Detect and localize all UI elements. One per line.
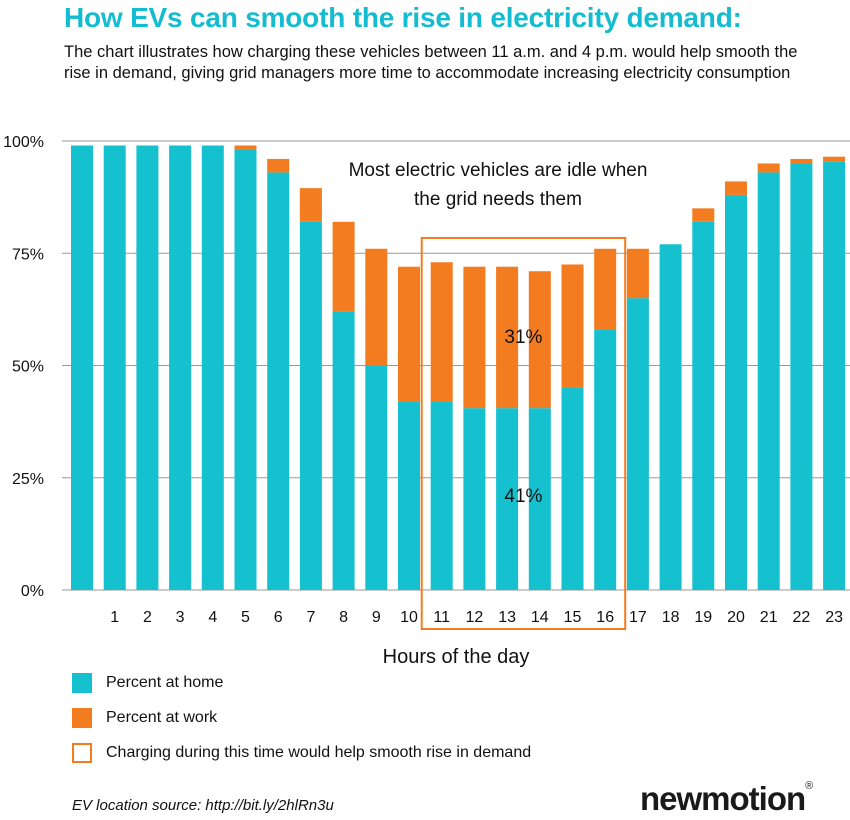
gridlines <box>62 140 850 591</box>
bar-home-hour-16 <box>594 329 617 590</box>
bar-work-hour-7 <box>299 188 322 222</box>
x-tick-label-12: 12 <box>466 609 484 626</box>
x-tick-label-22: 22 <box>793 609 811 626</box>
bar-work-hour-8 <box>332 221 355 312</box>
x-axis-ticks: 1 2 3 4 5 6 7 8 9 10 11 12 13 14 15 16 17 18 19 20 21 22 23 <box>110 609 843 626</box>
bar-work-hour-16 <box>594 248 617 330</box>
bar-home-hour-6 <box>267 172 290 590</box>
x-tick-label-13: 13 <box>498 609 516 626</box>
x-tick-label-17: 17 <box>629 609 647 626</box>
x-tick-label-11: 11 <box>433 609 450 626</box>
bar-home-hour-2 <box>136 145 159 591</box>
legend-item-highlight: Charging during this time would help smo… <box>72 743 531 763</box>
bar-home-hour-14 <box>528 408 551 590</box>
x-tick-label-18: 18 <box>662 609 680 626</box>
home-percent-label: 41% <box>504 486 542 507</box>
legend-item-home: Percent at home <box>72 673 223 693</box>
legend-swatch-home <box>72 673 92 693</box>
y-tick-label-75: 75% <box>12 246 44 263</box>
logo-mark: ® <box>805 780 814 792</box>
legend-swatch-work <box>72 708 92 728</box>
bar-home-hour-11 <box>430 401 453 590</box>
bar-work-hour-15 <box>561 264 584 388</box>
x-tick-label-15: 15 <box>564 609 582 626</box>
highlight-window-box <box>420 237 627 630</box>
work-percent-label: 31% <box>504 327 542 348</box>
bar-work-hour-11 <box>430 262 453 402</box>
bar-home-hour-1 <box>103 145 126 591</box>
x-tick-label-21: 21 <box>760 609 778 626</box>
bar-work-hour-5 <box>234 145 257 150</box>
bar-work-hour-23 <box>823 156 846 162</box>
bar-work-hour-9 <box>365 248 388 366</box>
legend-item-work: Percent at work <box>72 708 217 728</box>
x-tick-label-4: 4 <box>208 609 217 626</box>
source-note: EV location source: http://bit.ly/2hlRn3… <box>72 797 334 814</box>
bar-work-hour-20 <box>725 181 747 195</box>
x-tick-label-5: 5 <box>241 609 250 626</box>
x-tick-label-9: 9 <box>372 609 381 626</box>
bar-home-hour-21 <box>757 172 780 590</box>
bar-home-hour-5 <box>234 149 257 591</box>
logo-text: newmotion <box>640 780 806 817</box>
bar-home-hour-13 <box>496 408 519 590</box>
x-tick-label-20: 20 <box>727 609 745 626</box>
bar-work-hour-12 <box>463 266 486 409</box>
bar-home-hour-15 <box>561 387 584 590</box>
x-tick-label-7: 7 <box>306 609 315 626</box>
bar-work-hour-17 <box>626 248 649 299</box>
y-tick-label-50: 50% <box>12 359 44 376</box>
x-tick-label-6: 6 <box>274 609 283 626</box>
x-tick-label-19: 19 <box>694 609 712 626</box>
bar-home-hour-9 <box>365 365 388 590</box>
bar-home-hour-3 <box>169 145 192 591</box>
x-tick-label-1: 1 <box>110 609 119 626</box>
x-tick-label-3: 3 <box>176 609 185 626</box>
bar-home-hour-22 <box>790 163 813 590</box>
y-tick-label-0: 0% <box>21 583 44 600</box>
bar-work-hour-21 <box>757 163 780 173</box>
y-tick-label-100: 100% <box>3 134 44 151</box>
idle-note-line-2: the grid needs them <box>414 189 582 210</box>
newmotion-logo: newmotion® <box>640 780 813 818</box>
x-axis-label: Hours of the day <box>383 646 530 668</box>
x-tick-label-14: 14 <box>531 609 549 626</box>
bar-home-hour-8 <box>332 311 355 590</box>
bar-home-hour-7 <box>299 221 322 590</box>
bar-work-hour-13 <box>496 266 519 409</box>
legend-label-highlight: Charging during this time would help smo… <box>106 744 532 761</box>
stacked-bar-chart: 0%25%50%75%100% 1 2 3 4 5 6 7 8 9 10 11 12 13 14 15 16 1… <box>3 134 850 668</box>
bar-home-hour-20 <box>725 194 747 590</box>
bar-work-hour-22 <box>790 158 813 164</box>
x-tick-label-16: 16 <box>596 609 614 626</box>
bars <box>71 145 846 591</box>
bar-home-hour-10 <box>398 401 420 590</box>
bar-home-hour-12 <box>463 408 486 590</box>
idle-note-line-1: Most electric vehicles are idle when <box>349 160 648 181</box>
y-tick-label-25: 25% <box>12 471 44 488</box>
bar-home-hour-4 <box>201 145 224 591</box>
chart-title: How EVs can smooth the rise in electrici… <box>64 2 742 33</box>
y-axis-ticks: 0% 25% 50% 75% 100% <box>3 134 44 600</box>
bar-work-hour-19 <box>692 208 715 222</box>
bar-work-hour-6 <box>267 158 290 173</box>
chart-subtitle: The chart illustrates how charging these… <box>64 43 798 82</box>
x-tick-label-23: 23 <box>825 609 843 626</box>
legend-label-work: Percent at work <box>106 709 218 726</box>
legend-swatch-highlight <box>72 743 92 763</box>
bar-home-hour-18 <box>659 244 682 590</box>
x-tick-label-10: 10 <box>400 609 418 626</box>
bar-home-hour-0 <box>71 145 93 591</box>
x-tick-label-8: 8 <box>339 609 348 626</box>
bar-work-hour-10 <box>398 266 420 402</box>
x-tick-label-2: 2 <box>143 609 152 626</box>
bar-home-hour-17 <box>626 298 649 590</box>
bar-home-hour-19 <box>692 221 715 590</box>
legend-label-home: Percent at home <box>106 674 224 691</box>
bar-home-hour-23 <box>823 161 846 590</box>
bar-work-hour-14 <box>528 271 551 409</box>
